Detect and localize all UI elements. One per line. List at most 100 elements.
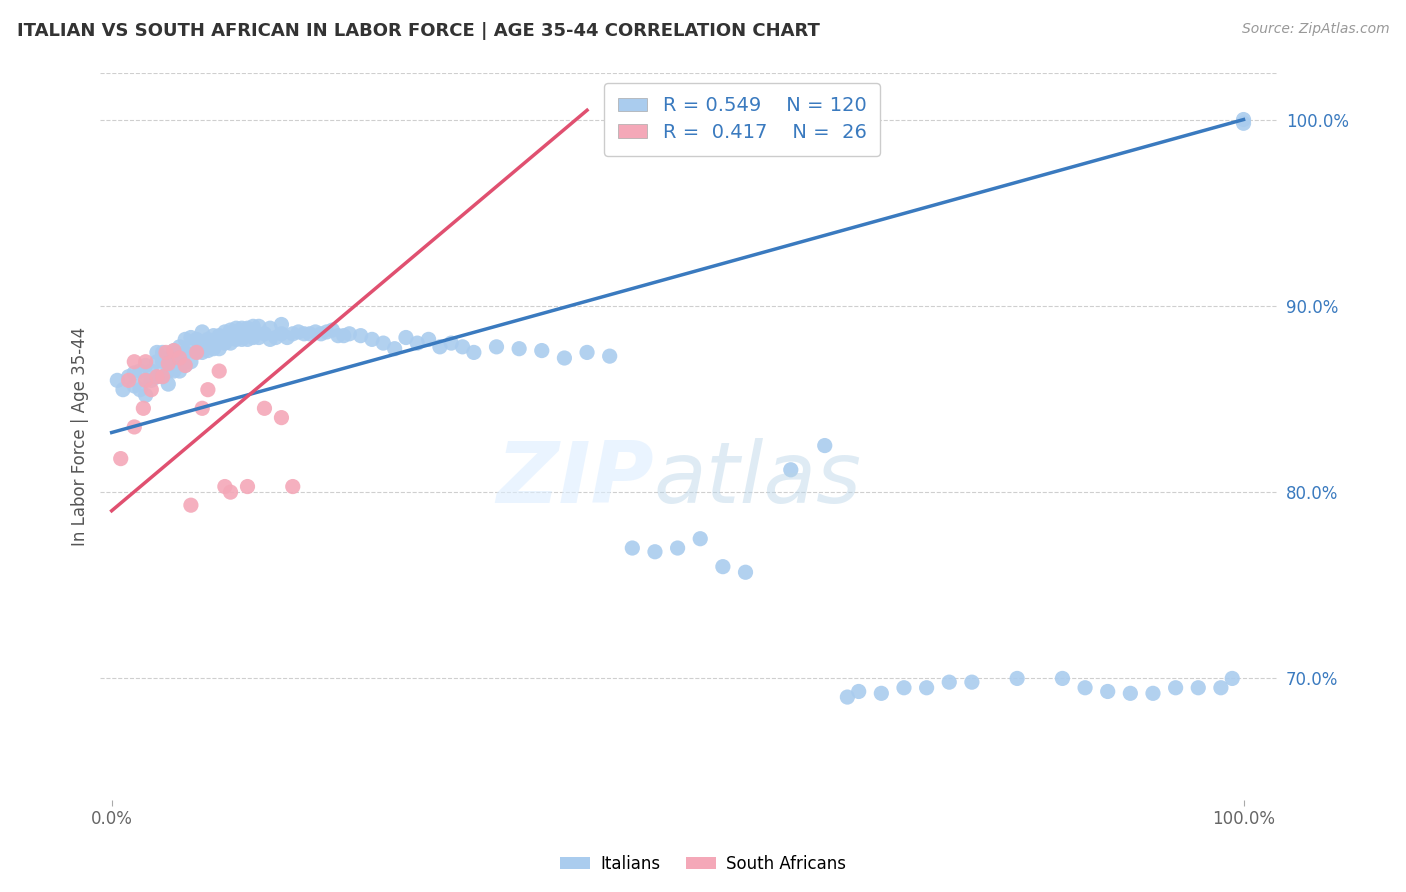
Legend: Italians, South Africans: Italians, South Africans [554,848,852,880]
Point [180,330,202,344]
Point [231,332,253,346]
Point [1005,672,1028,686]
Point [152,369,174,384]
Point [1187,681,1209,695]
Point [326,328,349,343]
Point [259,332,281,346]
Point [152,355,174,369]
Point [418,332,440,346]
Point [395,330,418,344]
Point [225,321,247,335]
Text: ITALIAN VS SOUTH AFRICAN IN LABOR FORCE | AGE 35-44 CORRELATION CHART: ITALIAN VS SOUTH AFRICAN IN LABOR FORCE … [17,22,820,40]
Point [1074,681,1097,695]
Point [287,325,309,339]
Point [689,532,711,546]
Point [214,325,236,339]
Point [276,330,298,344]
Point [1097,684,1119,698]
Point [135,388,157,402]
Point [281,479,304,493]
Point [219,323,242,337]
Point [270,318,292,332]
Point [253,401,276,416]
Point [180,498,202,512]
Point [163,355,186,369]
Point [292,326,315,341]
Point [1119,686,1142,700]
Point [129,364,152,378]
Point [440,336,463,351]
Point [186,332,208,346]
Point [191,325,214,339]
Point [135,355,157,369]
Point [734,566,756,580]
Point [236,479,259,493]
Point [191,345,214,359]
Point [384,342,406,356]
Point [208,342,231,356]
Point [337,326,360,341]
Point [247,330,270,344]
Text: Source: ZipAtlas.com: Source: ZipAtlas.com [1241,22,1389,37]
Point [247,319,270,334]
Point [1142,686,1164,700]
Point [105,373,128,387]
Point [814,439,837,453]
Point [236,321,259,335]
Point [197,383,219,397]
Y-axis label: In Labor Force | Age 35-44: In Labor Force | Age 35-44 [72,326,89,546]
Point [553,351,575,365]
Point [124,379,146,393]
Point [163,364,186,378]
Point [463,345,485,359]
Point [135,373,157,387]
Point [253,326,276,341]
Point [236,332,259,346]
Point [644,545,666,559]
Point [129,383,152,397]
Point [837,690,859,704]
Point [163,343,186,358]
Point [141,364,163,378]
Point [214,479,236,493]
Point [141,373,163,387]
Point [157,364,180,378]
Point [576,345,599,359]
Point [174,359,197,373]
Point [169,351,191,365]
Point [621,541,644,555]
Point [711,559,734,574]
Point [315,325,337,339]
Point [132,401,155,416]
Point [259,321,281,335]
Point [169,351,191,365]
Point [1164,681,1187,695]
Point [231,321,253,335]
Point [666,541,689,555]
Point [270,326,292,341]
Point [361,332,384,346]
Point [1209,681,1232,695]
Point [1232,116,1254,130]
Point [202,342,225,356]
Point [157,357,180,371]
Point [1232,112,1254,127]
Point [350,328,373,343]
Point [169,364,191,378]
Point [146,345,169,359]
Point [111,383,134,397]
Point [124,420,146,434]
Text: atlas: atlas [654,438,862,521]
Point [152,345,174,359]
Point [169,340,191,354]
Point [202,328,225,343]
Point [373,336,395,351]
Point [242,319,264,334]
Point [186,345,208,359]
Point [779,463,801,477]
Point [599,349,621,363]
Text: ZIP: ZIP [496,438,654,521]
Point [225,332,247,346]
Point [180,355,202,369]
Point [208,328,231,343]
